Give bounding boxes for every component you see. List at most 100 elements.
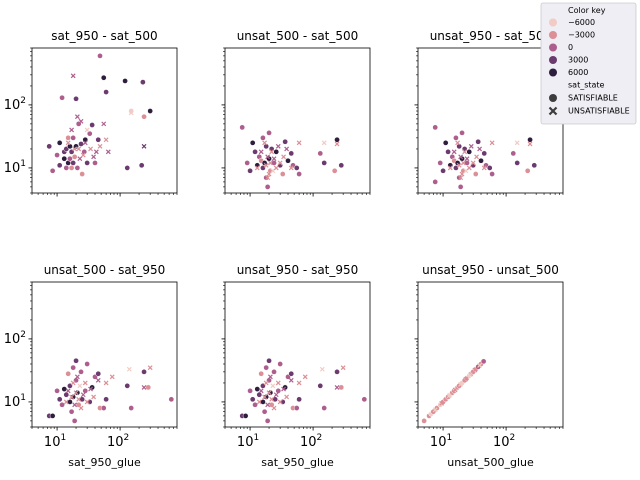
data-point-unsatisfiable: [302, 374, 308, 380]
scatter-series: [432, 124, 538, 190]
data-point-unsatisfiable: [91, 394, 97, 400]
legend-hue-label: 0: [568, 43, 573, 52]
data-point-satisfiable: [288, 370, 295, 377]
data-point-satisfiable: [56, 396, 63, 403]
data-point-satisfiable: [252, 148, 258, 155]
legend-hue-swatch: [549, 31, 557, 39]
data-point-unsatisfiable: [273, 392, 279, 398]
data-point-unsatisfiable: [258, 388, 264, 394]
scatter-series: [239, 357, 368, 424]
data-point-satisfiable: [84, 361, 90, 367]
data-point-satisfiable: [266, 357, 272, 364]
data-point-unsatisfiable: [109, 374, 115, 380]
data-point-unsatisfiable: [73, 390, 79, 396]
data-point-satisfiable: [78, 141, 84, 147]
data-point-unsatisfiable: [275, 380, 281, 386]
data-point-satisfiable: [432, 124, 439, 131]
data-point-unsatisfiable: [462, 149, 468, 155]
legend-hue-label: 6000: [568, 68, 588, 77]
data-point-satisfiable: [71, 418, 78, 424]
data-point-satisfiable: [61, 155, 68, 162]
data-point-unsatisfiable: [77, 156, 83, 162]
data-point-unsatisfiable: [72, 402, 78, 408]
data-point-satisfiable: [486, 165, 493, 171]
data-point-satisfiable: [46, 143, 53, 150]
data-point-satisfiable: [334, 136, 340, 143]
data-point-unsatisfiable: [269, 396, 275, 402]
data-point-satisfiable: [239, 124, 246, 131]
subplot-title: unsat_950 - unsat_500: [422, 263, 559, 277]
data-point-satisfiable: [464, 160, 470, 166]
data-point-satisfiable: [260, 135, 266, 141]
data-point-unsatisfiable: [321, 140, 327, 146]
data-point-satisfiable: [74, 389, 81, 396]
data-point-unsatisfiable: [69, 127, 75, 133]
data-point-satisfiable: [475, 138, 481, 145]
data-point-satisfiable: [63, 165, 70, 171]
data-point-unsatisfiable: [460, 160, 466, 166]
data-point-unsatisfiable: [88, 146, 93, 152]
data-point-satisfiable: [128, 405, 135, 411]
data-point-satisfiable: [421, 418, 427, 424]
data-point-unsatisfiable: [103, 137, 109, 143]
data-point-unsatisfiable: [88, 386, 93, 392]
data-point-satisfiable: [264, 184, 271, 190]
data-point-satisfiable: [296, 171, 302, 177]
data-point-unsatisfiable: [266, 390, 272, 396]
data-point-satisfiable: [244, 160, 251, 166]
data-point-satisfiable: [68, 165, 75, 171]
data-point-satisfiable: [86, 130, 93, 137]
data-point-satisfiable: [338, 384, 345, 391]
data-point-unsatisfiable: [467, 372, 473, 378]
legend-hue-swatch: [549, 43, 557, 52]
data-point-satisfiable: [480, 358, 487, 365]
data-point-unsatisfiable: [72, 146, 78, 152]
data-point-satisfiable: [100, 74, 107, 81]
data-point-unsatisfiable: [296, 140, 302, 146]
data-point-satisfiable: [264, 418, 271, 424]
data-point-satisfiable: [457, 184, 464, 190]
legend-hue-label: −6000: [568, 18, 595, 27]
data-point-unsatisfiable: [527, 141, 533, 147]
axes-frame: [31, 281, 178, 428]
data-point-satisfiable: [252, 401, 258, 408]
data-point-satisfiable: [92, 160, 98, 166]
data-point-satisfiable: [71, 153, 78, 160]
data-point-unsatisfiable: [266, 171, 272, 177]
data-point-satisfiable: [147, 108, 154, 114]
data-point-unsatisfiable: [447, 165, 453, 171]
data-point-satisfiable: [317, 382, 324, 389]
data-point-satisfiable: [514, 160, 521, 166]
axes-frame: [224, 47, 371, 194]
data-point-satisfiable: [100, 405, 107, 411]
data-point-unsatisfiable: [296, 380, 302, 386]
data-point-unsatisfiable: [452, 387, 458, 393]
data-point-satisfiable: [277, 361, 283, 367]
data-point-unsatisfiable: [455, 140, 461, 146]
data-point-unsatisfiable: [269, 149, 275, 155]
scatter-series: [46, 357, 175, 424]
data-point-unsatisfiable: [65, 388, 71, 394]
data-point-unsatisfiable: [263, 162, 269, 168]
data-point-unsatisfiable: [254, 165, 260, 171]
data-point-satisfiable: [74, 165, 81, 171]
data-point-unsatisfiable: [70, 380, 76, 386]
data-point-satisfiable: [79, 396, 86, 403]
data-point-satisfiable: [89, 122, 95, 128]
data-point-unsatisfiable: [141, 143, 147, 149]
data-point-satisfiable: [59, 94, 65, 101]
data-point-unsatisfiable: [262, 140, 268, 146]
x-axis-label: unsat_500_glue: [447, 456, 534, 469]
data-point-unsatisfiable: [514, 140, 520, 146]
data-point-unsatisfiable: [69, 394, 75, 400]
data-point-unsatisfiable: [456, 162, 462, 168]
data-point-unsatisfiable: [78, 405, 84, 411]
data-point-unsatisfiable: [459, 171, 465, 177]
subplot-title: unsat_950 - sat_500: [430, 29, 552, 43]
axes-frame: [417, 281, 564, 428]
data-point-satisfiable: [140, 79, 146, 85]
data-point-unsatisfiable: [288, 377, 294, 383]
